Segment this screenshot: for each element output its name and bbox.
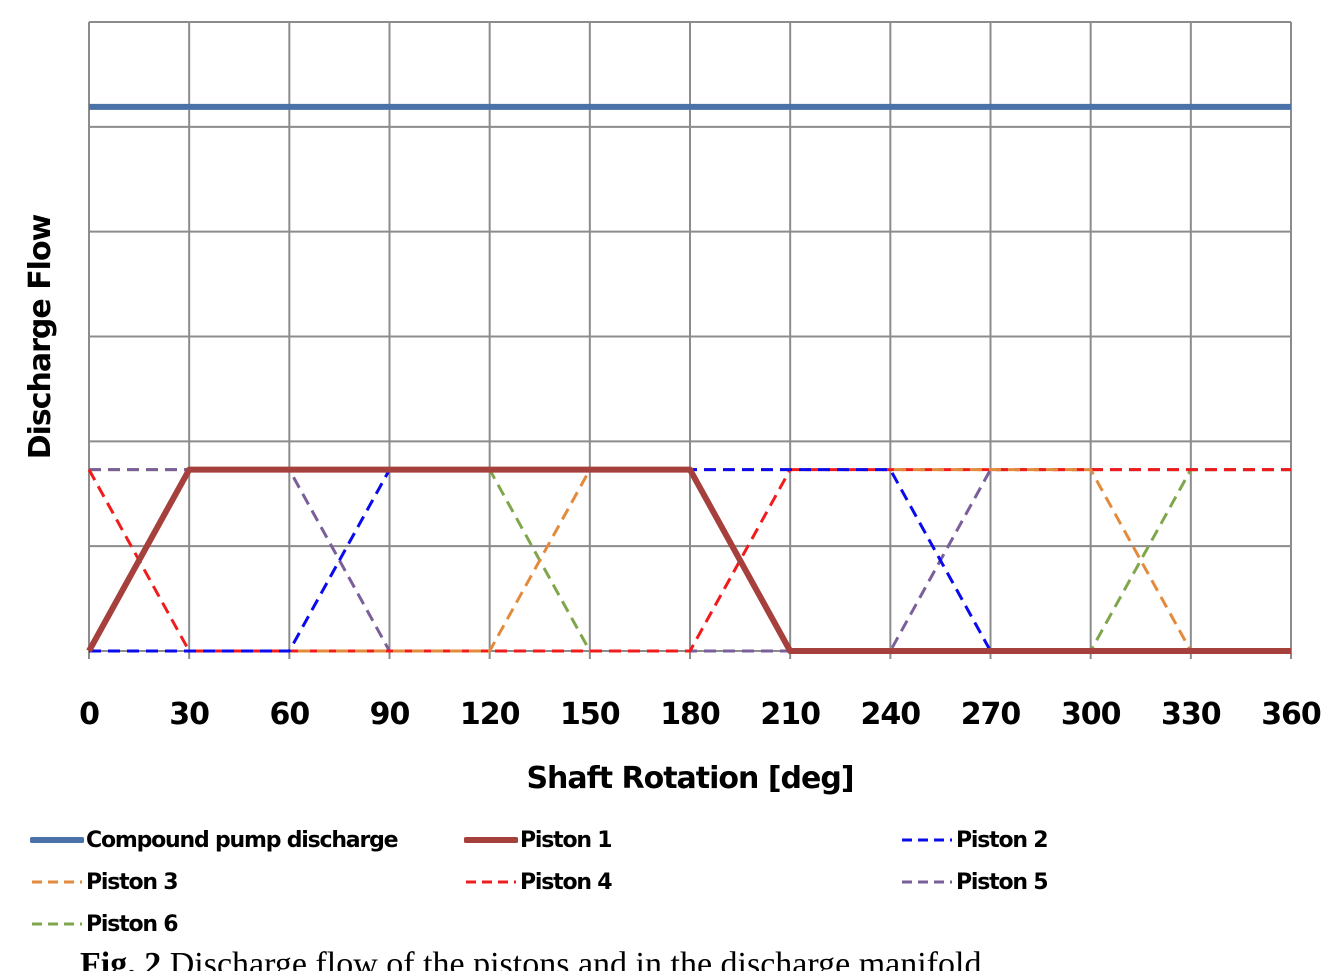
legend-item-piston-4: Piston 4 xyxy=(464,864,613,900)
legend-label: Piston 3 xyxy=(86,869,179,895)
x-tick-label: 30 xyxy=(169,697,209,732)
caption-label: Fig. 2 xyxy=(80,948,162,971)
plot-series xyxy=(86,103,1291,654)
legend-swatch-dashed-icon xyxy=(902,880,952,884)
x-tick-label: 240 xyxy=(861,697,921,732)
caption-text: Discharge flow of the pistons and in the… xyxy=(169,948,982,971)
x-tick-label: 360 xyxy=(1261,697,1321,732)
x-tick-label: 300 xyxy=(1061,697,1121,732)
legend-item-piston-5: Piston 5 xyxy=(900,864,1049,900)
legend-swatch-dashed-icon xyxy=(902,838,952,842)
legend-swatch-solid-icon xyxy=(30,837,84,843)
legend-item-piston-1: Piston 1 xyxy=(464,822,613,858)
legend-item-piston-2: Piston 2 xyxy=(900,822,1049,858)
chart: 0 30 60 90 120 150 180 210 240 270 300 330 360 Shaft… xyxy=(23,21,1322,796)
x-tick-label: 330 xyxy=(1161,697,1221,732)
legend-label: Piston 1 xyxy=(520,827,613,853)
x-tick-label: 60 xyxy=(269,697,309,732)
legend-swatch-dashed-icon xyxy=(466,880,516,884)
legend-label: Piston 6 xyxy=(86,911,179,937)
x-tick-label: 180 xyxy=(660,697,720,732)
x-tick-label: 120 xyxy=(460,697,520,732)
legend-label: Piston 2 xyxy=(956,827,1049,853)
x-axis-title: Shaft Rotation [deg] xyxy=(526,761,853,796)
legend-swatch-dashed-icon xyxy=(32,880,82,884)
x-tick-label: 270 xyxy=(961,697,1021,732)
legend-item-piston-3: Piston 3 xyxy=(30,864,179,900)
x-tick-label: 150 xyxy=(560,697,620,732)
legend-item-compound: Compound pump discharge xyxy=(30,822,399,858)
figure-caption: Fig. 2 Discharge flow of the pistons and… xyxy=(80,948,1330,971)
series-piston-1 xyxy=(86,466,1291,654)
legend-label: Piston 4 xyxy=(520,869,613,895)
x-tick-label: 0 xyxy=(79,697,99,732)
legend-swatch-dashed-icon xyxy=(32,922,82,926)
series-piston-4 xyxy=(87,468,1291,653)
legend-item-piston-6: Piston 6 xyxy=(30,906,179,942)
legend-swatch-solid-icon xyxy=(464,837,518,843)
legend-label: Compound pump discharge xyxy=(86,827,399,853)
plot-grid xyxy=(88,21,1292,659)
y-axis-title: Discharge Flow xyxy=(23,214,58,459)
x-tick-label: 210 xyxy=(760,697,820,732)
x-tick-label: 90 xyxy=(370,697,410,732)
legend-label: Piston 5 xyxy=(956,869,1049,895)
chart-legend: Compound pump discharge Piston 1 Piston … xyxy=(30,822,1330,942)
x-axis-ticks: 0 30 60 90 120 150 180 210 240 270 300 330 360 xyxy=(79,697,1322,732)
